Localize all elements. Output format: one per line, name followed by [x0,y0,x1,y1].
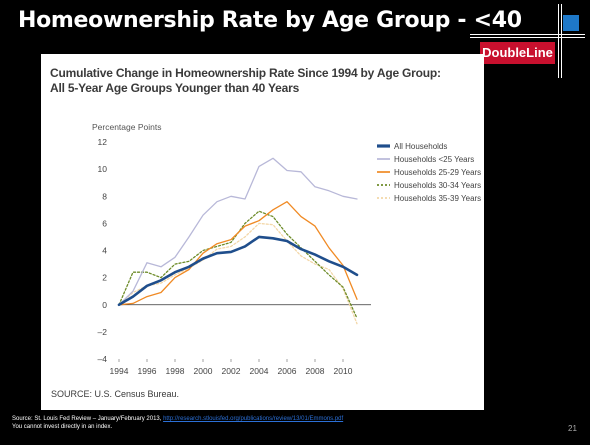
brand-blue-square [563,15,579,31]
series-line [118,222,358,325]
x-tick-label: 2006 [278,366,297,376]
chart-title-block: Cumulative Change in Homeownership Rate … [50,66,441,96]
x-tick-label: 2000 [194,366,213,376]
legend-label: Households 35-39 Years [394,194,481,203]
x-tick-label: 2008 [306,366,325,376]
series-line [117,235,359,307]
x-tick-label: 2010 [334,366,353,376]
footer-source-link[interactable]: http://research.stlouisfed.org/publicati… [163,416,344,422]
brand-vertical-line [558,4,559,78]
y-tick-label: 8 [102,191,107,201]
y-tick-label: –2 [98,327,108,337]
brand-horizontal-line-2 [470,37,585,38]
series-line [118,157,358,306]
slide-title: Homeownership Rate by Age Group - <40 [18,8,522,33]
x-tick-label: 1994 [110,366,129,376]
y-axis-label: Percentage Points [92,122,161,132]
x-tick-label: 2004 [250,366,269,376]
chart-subtitle: All 5-Year Age Groups Younger than 40 Ye… [50,81,300,95]
legend-label: Households 25-29 Years [394,168,481,177]
brand-logo: DoubleLine [480,42,555,64]
brand-horizontal-line [470,34,585,35]
footer-note: You cannot invest directly in an index. [12,424,113,430]
legend-label: Households 30-34 Years [394,181,481,190]
x-tick-label: 2002 [222,366,241,376]
series-line [118,201,358,306]
x-tick-label: 1998 [166,366,185,376]
y-tick-label: 2 [102,273,107,283]
chart-panel: Cumulative Change in Homeownership Rate … [41,54,484,410]
page-number: 21 [568,424,577,433]
legend-label: Households <25 Years [394,155,474,164]
legend-label: All Households [394,142,447,151]
chart-title: Cumulative Change in Homeownership Rate … [50,66,441,80]
chart-source: SOURCE: U.S. Census Bureau. [51,389,180,399]
footer-source-text: Source: St. Louis Fed Review – January/F… [12,416,164,422]
x-tick-label: 1996 [138,366,157,376]
y-tick-label: –4 [98,354,108,364]
y-tick-label: 6 [102,218,107,228]
y-tick-label: 10 [98,164,108,174]
y-tick-label: 0 [102,300,107,310]
y-tick-label: 12 [98,137,108,147]
footer-source: Source: St. Louis Fed Review – January/F… [12,416,343,422]
brand-vertical-line-2 [561,4,562,78]
y-tick-label: 4 [102,246,107,256]
